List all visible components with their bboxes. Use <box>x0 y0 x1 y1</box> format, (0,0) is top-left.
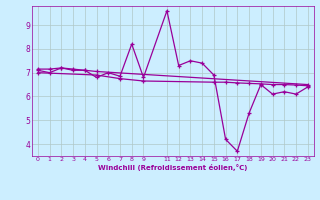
X-axis label: Windchill (Refroidissement éolien,°C): Windchill (Refroidissement éolien,°C) <box>98 164 247 171</box>
